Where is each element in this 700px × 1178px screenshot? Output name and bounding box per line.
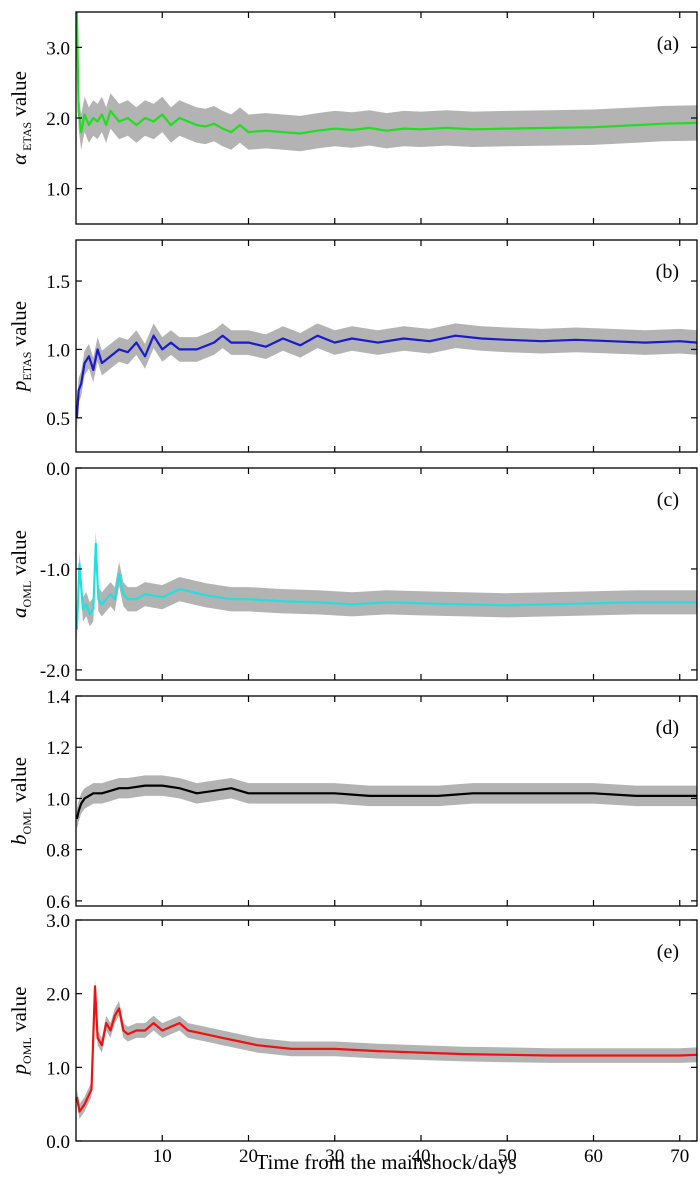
x-tick-label: 70 bbox=[670, 1146, 689, 1167]
y-tick-label: 3.0 bbox=[46, 911, 70, 932]
panel-b: 0.5 1.0 1.5 (b) pETAS value bbox=[7, 239, 698, 453]
panel-label: (e) bbox=[657, 941, 679, 963]
confidence-band bbox=[76, 775, 697, 830]
y-tick-label: 1.0 bbox=[46, 1058, 70, 1079]
plot-frame bbox=[75, 695, 698, 907]
x-tick-label: 10 bbox=[153, 1146, 172, 1167]
x-tick-label: 30 bbox=[325, 1146, 344, 1167]
y-tick-label: 2.0 bbox=[46, 985, 70, 1006]
y-tick-label: 0.0 bbox=[46, 1132, 70, 1153]
series-line bbox=[76, 334, 697, 418]
series-line bbox=[76, 985, 697, 1113]
y-tick-label: 0.6 bbox=[46, 892, 70, 913]
x-tick-label: 60 bbox=[584, 1146, 603, 1167]
y-tick-label: -2.0 bbox=[40, 661, 70, 682]
confidence-band bbox=[76, 323, 697, 431]
x-tick-label: 40 bbox=[412, 1146, 431, 1167]
y-axis-label: aOML value bbox=[7, 530, 34, 618]
y-tick-label: 2.0 bbox=[46, 109, 70, 130]
panel-label: (b) bbox=[656, 261, 679, 283]
y-tick-label: 1.2 bbox=[46, 738, 70, 759]
x-tick-label: 50 bbox=[498, 1146, 517, 1167]
series-line bbox=[76, 12, 697, 135]
panel-label: (a) bbox=[657, 33, 679, 55]
panel-a: 1.0 2.0 3.0 (a) α ETAS value bbox=[7, 11, 698, 225]
plot-frame bbox=[75, 467, 698, 681]
y-axis-label: pETAS value bbox=[7, 301, 34, 393]
y-tick-label: 1.0 bbox=[46, 180, 70, 201]
y-tick-label: 1.4 bbox=[46, 687, 70, 708]
y-axis-label: α ETAS value bbox=[7, 71, 34, 165]
plot-frame bbox=[75, 919, 698, 1142]
panels: 1.0 2.0 3.0 (a) α ETAS value 0.5 1.0 1.5 (b) pETA… bbox=[7, 11, 698, 1167]
confidence-band bbox=[76, 531, 697, 642]
y-tick-label: 0.0 bbox=[46, 459, 70, 480]
series-line bbox=[76, 542, 697, 630]
plot-frame bbox=[75, 239, 698, 453]
panel-d: 0.6 0.8 1.0 1.2 1.4 (d) bOML value bbox=[7, 687, 698, 913]
y-tick-label: 0.5 bbox=[46, 409, 70, 430]
y-axis-label: pOML value bbox=[7, 987, 34, 1077]
panel-label: (d) bbox=[656, 717, 679, 739]
panel-label: (c) bbox=[657, 489, 679, 511]
panel-c: 0.0 -1.0 -2.0 (c) aOML value bbox=[7, 459, 698, 682]
series-line bbox=[76, 784, 697, 820]
y-tick-label: -1.0 bbox=[40, 560, 70, 581]
y-axis-label: bOML value bbox=[7, 757, 34, 845]
y-tick-label: 1.0 bbox=[46, 340, 70, 361]
x-tick-label: 20 bbox=[239, 1146, 258, 1167]
confidence-band bbox=[76, 978, 697, 1119]
y-tick-label: 0.8 bbox=[46, 841, 70, 862]
y-tick-label: 3.0 bbox=[46, 38, 70, 59]
confidence-band bbox=[76, 12, 697, 152]
x-axis-label: Time from the mainshock/days bbox=[255, 1150, 516, 1174]
panel-e: 0.0 1.0 2.0 3.0 10 20 30 40 50 60 70 (e) pOML value bbox=[7, 911, 698, 1167]
y-tick-label: 1.5 bbox=[46, 272, 70, 293]
y-tick-label: 1.0 bbox=[46, 789, 70, 810]
